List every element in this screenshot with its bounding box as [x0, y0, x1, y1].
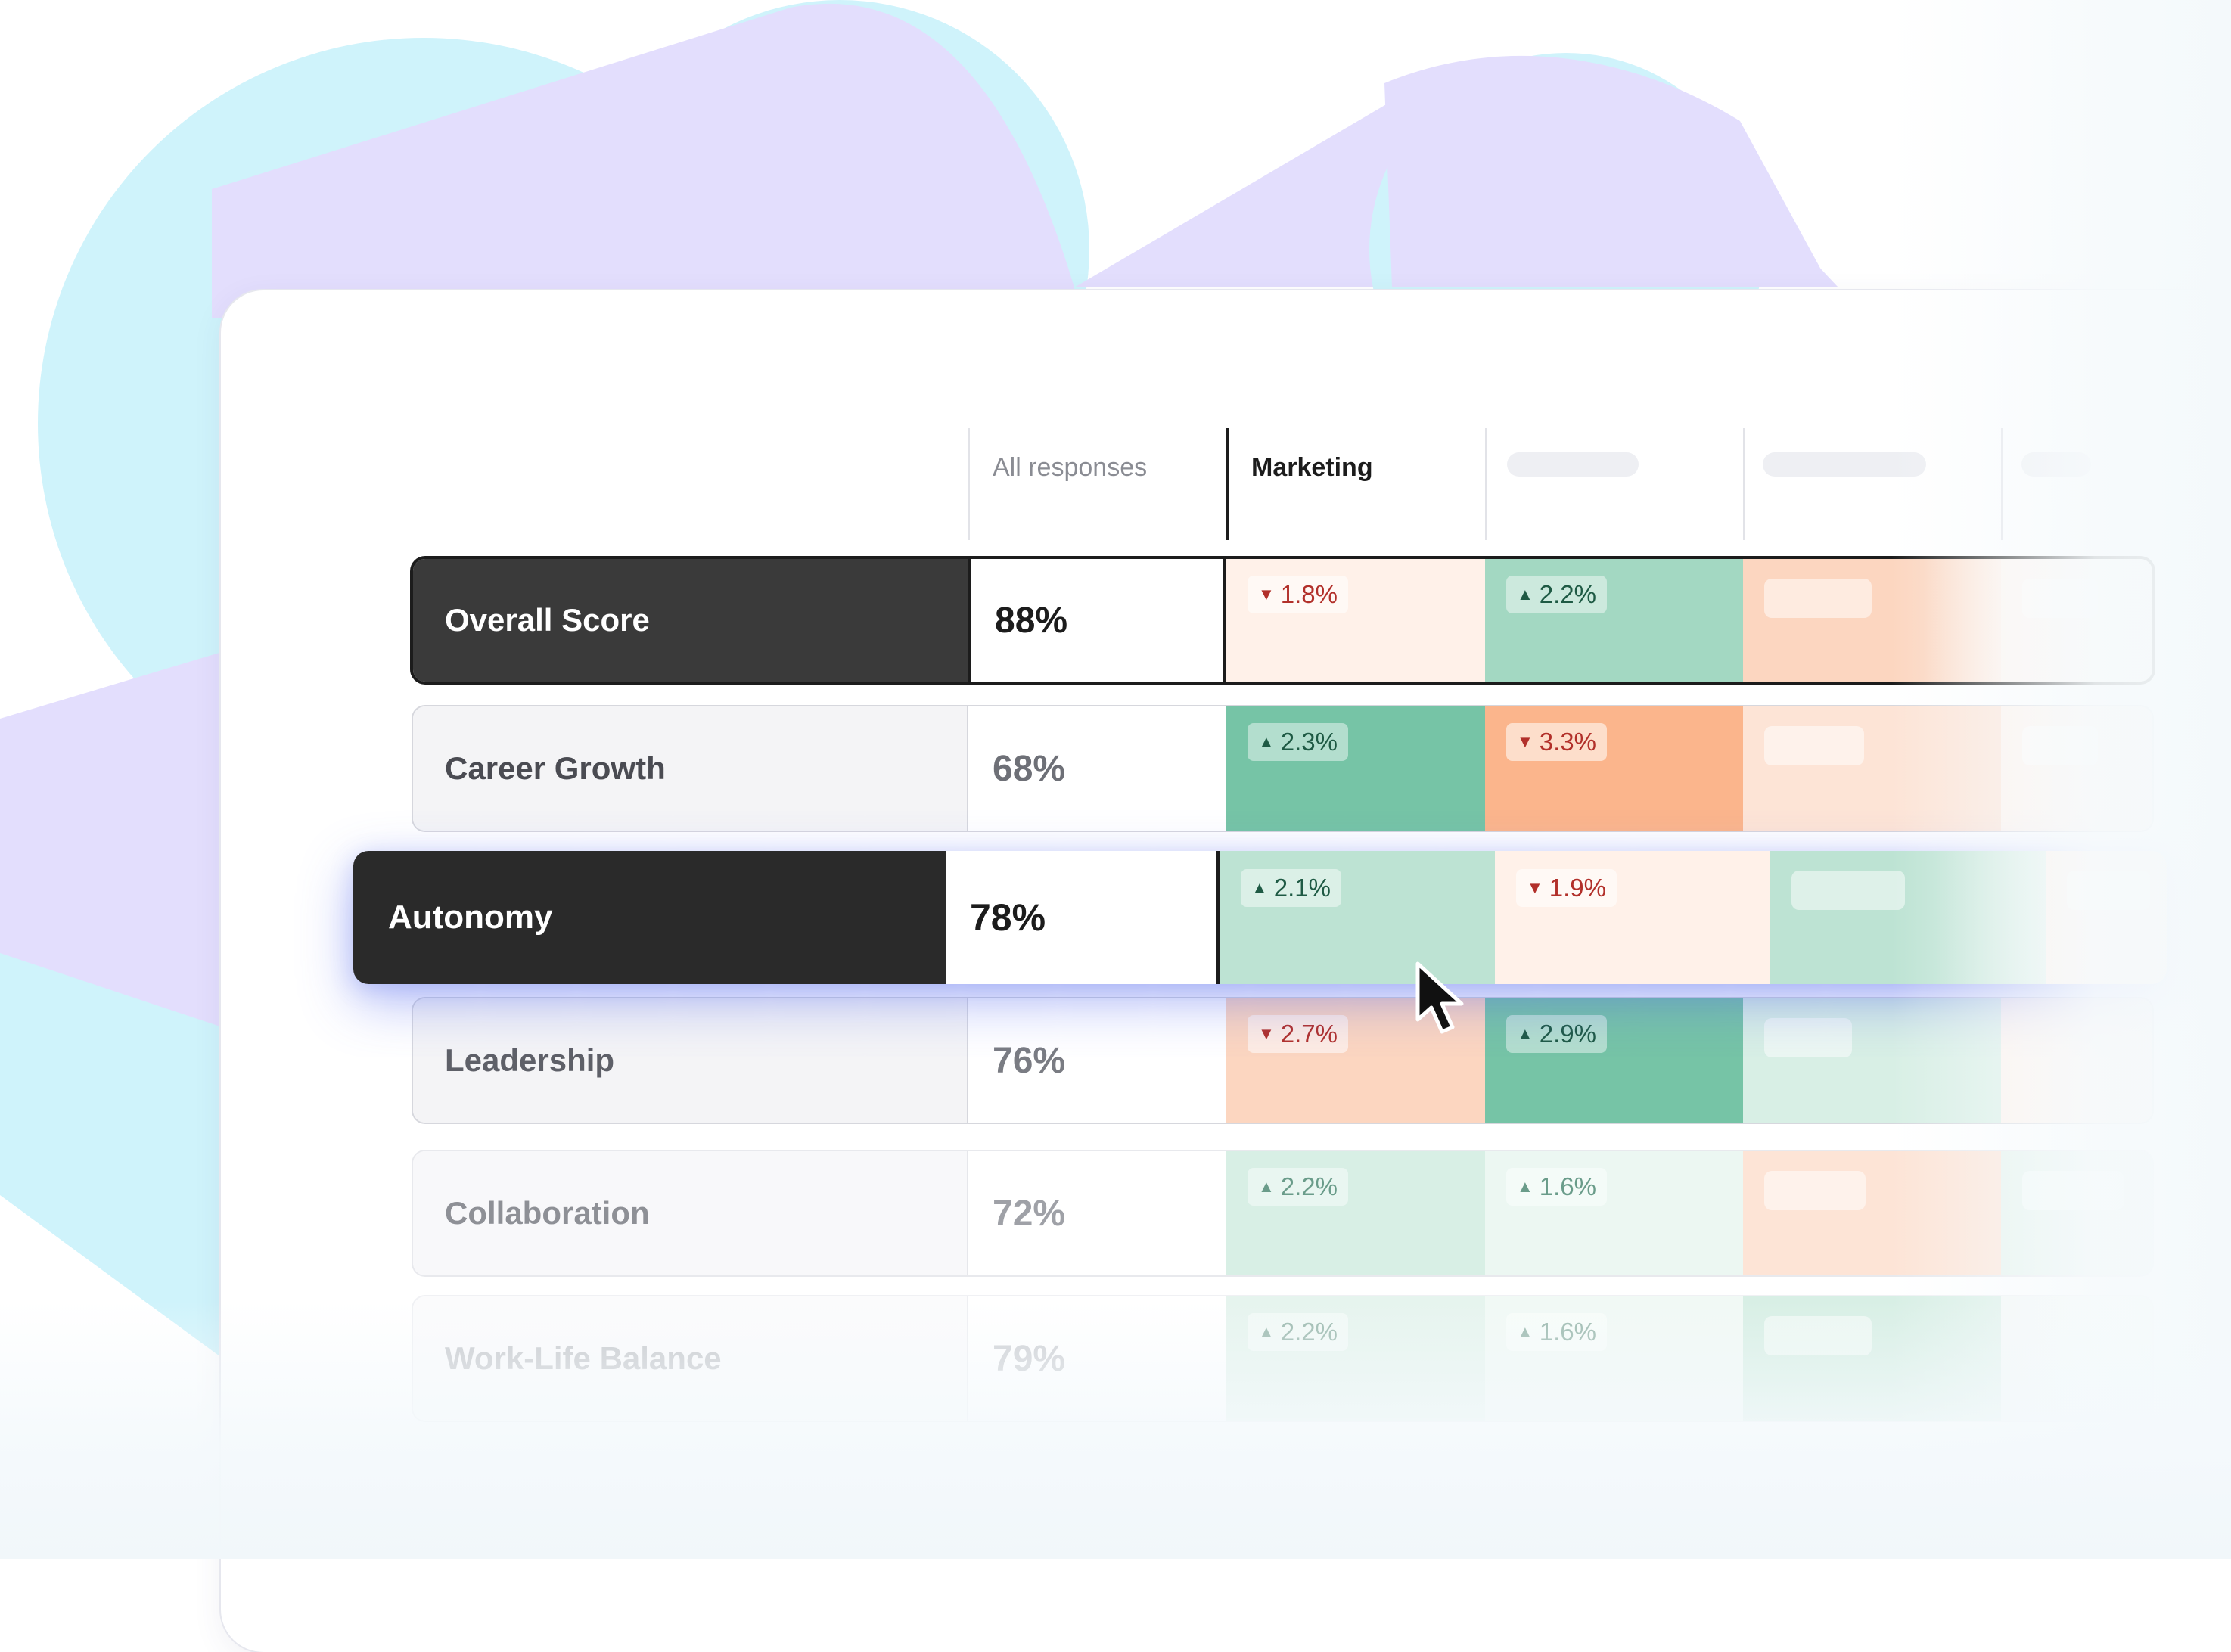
heat-cell[interactable]: ▼ 3.3% [1485, 706, 1743, 831]
header-divider-active [1226, 428, 1229, 540]
delta-value: 1.6% [1539, 1172, 1596, 1200]
placeholder-badge [2022, 726, 2098, 765]
column-header-placeholder[interactable] [1507, 452, 1639, 477]
column-header-placeholder[interactable] [2021, 452, 2091, 477]
row-value: 68% [968, 706, 1226, 831]
delta-value: 2.2% [1539, 580, 1596, 608]
heat-cell[interactable]: ▼ 1.8% [1226, 559, 1485, 682]
heat-cell[interactable] [1770, 851, 2046, 984]
caret-up-icon: ▲ [1258, 1177, 1275, 1196]
caret-down-icon: ▼ [1517, 732, 1533, 751]
heat-cell[interactable] [2001, 1151, 2152, 1275]
row-label: Work-Life Balance [413, 1296, 968, 1421]
heat-cell[interactable]: ▲ 2.2% [1226, 1296, 1485, 1421]
placeholder-badge [2022, 579, 2098, 618]
delta-badge: ▲ 2.2% [1506, 576, 1607, 613]
table-row-autonomy-selected[interactable]: Autonomy 78% ▲ 2.1% ▼ 1.9% [353, 851, 2167, 984]
heat-cell[interactable] [1743, 1151, 2001, 1275]
heat-cell[interactable]: ▲ 2.3% [1226, 706, 1485, 831]
heat-cell[interactable] [2001, 559, 2152, 682]
delta-value: 2.2% [1280, 1172, 1338, 1200]
caret-up-icon: ▲ [1517, 1177, 1533, 1196]
delta-badge: ▲ 2.3% [1248, 723, 1348, 761]
table-row-overall-score[interactable]: Overall Score 88% ▼ 1.8% ▲ 2.2% [413, 559, 2152, 682]
placeholder-badge [1764, 1316, 1872, 1355]
caret-up-icon: ▲ [1517, 1024, 1533, 1043]
heat-cell[interactable]: ▼ 2.7% [1226, 998, 1485, 1123]
heat-cell[interactable] [2001, 998, 2152, 1123]
delta-badge: ▼ 1.9% [1516, 869, 1617, 907]
table-row-leadership[interactable]: Leadership 76% ▼ 2.7% ▲ 2.9% [413, 998, 2152, 1123]
heat-cell[interactable]: ▼ 1.9% [1495, 851, 1770, 984]
placeholder-badge [1791, 871, 1905, 910]
heat-cell[interactable]: ▲ 1.6% [1485, 1296, 1743, 1421]
caret-up-icon: ▲ [1517, 1322, 1533, 1341]
row-value: 78% [946, 851, 1220, 984]
row-value: 79% [968, 1296, 1226, 1421]
header-divider [1485, 428, 1487, 540]
delta-badge: ▼ 2.7% [1248, 1015, 1348, 1053]
placeholder-badge [1764, 726, 1864, 765]
column-header-marketing[interactable]: Marketing [1251, 453, 1373, 482]
delta-badge: ▲ 2.9% [1506, 1015, 1607, 1053]
delta-value: 2.7% [1280, 1020, 1338, 1048]
delta-badge: ▲ 1.6% [1506, 1313, 1607, 1351]
row-label: Collaboration [413, 1151, 968, 1275]
caret-down-icon: ▼ [1258, 1024, 1275, 1043]
row-value: 88% [968, 559, 1226, 682]
placeholder-badge [1764, 579, 1872, 618]
heat-cell[interactable] [1743, 706, 2001, 831]
delta-value: 2.2% [1280, 1318, 1338, 1346]
row-label: Overall Score [413, 559, 968, 682]
heat-cell[interactable]: ▲ 2.9% [1485, 998, 1743, 1123]
row-value: 76% [968, 998, 1226, 1123]
header-divider [2001, 428, 2003, 540]
table-row-career-growth[interactable]: Career Growth 68% ▲ 2.3% ▼ 3.3% [413, 706, 2152, 831]
mouse-pointer-icon [1415, 961, 1464, 1034]
column-header-placeholder[interactable] [1763, 452, 1926, 477]
row-label: Career Growth [413, 706, 968, 831]
placeholder-badge [1764, 1018, 1852, 1057]
heat-cell[interactable] [2001, 1296, 2152, 1421]
heat-cell[interactable]: ▲ 2.2% [1226, 1151, 1485, 1275]
heat-cell[interactable] [1743, 1296, 2001, 1421]
caret-down-icon: ▼ [1527, 878, 1543, 897]
row-label: Autonomy [353, 851, 946, 984]
caret-up-icon: ▲ [1251, 878, 1268, 897]
delta-value: 2.3% [1280, 728, 1338, 756]
caret-up-icon: ▲ [1258, 1322, 1275, 1341]
delta-badge: ▼ 3.3% [1506, 723, 1607, 761]
caret-up-icon: ▲ [1517, 585, 1533, 604]
delta-value: 2.9% [1539, 1020, 1596, 1048]
row-value: 72% [968, 1151, 1226, 1275]
placeholder-badge [1764, 1171, 1866, 1210]
header-divider [968, 428, 970, 540]
row-label: Leadership [413, 998, 968, 1123]
table-row-work-life-balance[interactable]: Work-Life Balance 79% ▲ 2.2% ▲ 1.6% [413, 1296, 2152, 1421]
heat-cell[interactable] [1743, 998, 2001, 1123]
delta-badge: ▲ 2.2% [1248, 1313, 1348, 1351]
delta-badge: ▲ 2.2% [1248, 1168, 1348, 1206]
delta-badge: ▼ 1.8% [1248, 576, 1348, 613]
heat-cell[interactable] [2046, 851, 2167, 984]
delta-value: 1.6% [1539, 1318, 1596, 1346]
placeholder-badge [2022, 1171, 2124, 1210]
header-divider [1743, 428, 1745, 540]
delta-value: 2.1% [1273, 874, 1331, 902]
heat-cell[interactable]: ▲ 1.6% [1485, 1151, 1743, 1275]
heat-cell[interactable]: ▲ 2.1% [1220, 851, 1495, 984]
placeholder-badge [2067, 871, 2150, 910]
caret-up-icon: ▲ [1258, 732, 1275, 751]
delta-badge: ▲ 1.6% [1506, 1168, 1607, 1206]
caret-down-icon: ▼ [1258, 585, 1275, 604]
delta-badge: ▲ 2.1% [1241, 869, 1341, 907]
table-row-collaboration[interactable]: Collaboration 72% ▲ 2.2% ▲ 1.6% [413, 1151, 2152, 1275]
heat-cell[interactable] [1743, 559, 2001, 682]
delta-value: 1.9% [1549, 874, 1606, 902]
delta-value: 1.8% [1280, 580, 1338, 608]
delta-value: 3.3% [1539, 728, 1596, 756]
column-header-all-responses[interactable]: All responses [993, 453, 1148, 482]
heat-cell[interactable] [2001, 706, 2152, 831]
heat-cell[interactable]: ▲ 2.2% [1485, 559, 1743, 682]
